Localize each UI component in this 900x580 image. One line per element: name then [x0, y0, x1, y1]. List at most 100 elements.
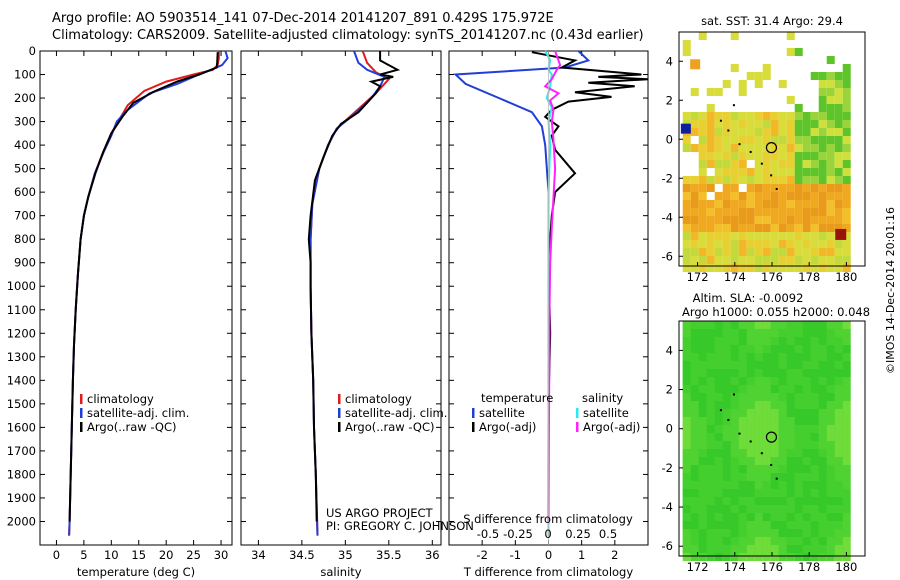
sst_map-island — [719, 119, 722, 122]
sst_map-field-cell — [834, 256, 843, 264]
sst_map-field-cell — [754, 192, 763, 200]
sst_map-field-cell — [794, 136, 803, 144]
depth-tick-label: 500 — [14, 162, 36, 176]
sla_map-field-cell — [754, 537, 763, 545]
sst_map-field-cell — [842, 232, 851, 240]
temperature-panel — [39, 50, 233, 546]
sla_map-field-cell — [714, 465, 723, 473]
sst_map-field-cell — [762, 152, 771, 160]
sla_map-field-cell — [682, 449, 691, 457]
sla_map-field-cell — [802, 329, 811, 337]
sst_map-field-cell — [826, 56, 835, 64]
sst_map-field-cell — [826, 232, 835, 240]
sla_map-field-cell — [714, 337, 723, 345]
sla_map-field-cell — [682, 377, 691, 385]
sst_map-field-cell — [706, 144, 715, 152]
sla_map-field-cell — [722, 497, 731, 505]
sst_map-field-cell — [762, 264, 771, 272]
sla_map-field-cell — [810, 529, 819, 537]
sla_map-field-cell — [690, 481, 699, 489]
sla_map-field-cell — [778, 353, 787, 361]
sst_map-field-cell — [722, 176, 731, 184]
sst_map-field-cell — [842, 176, 851, 184]
sst_map-field-cell — [682, 208, 691, 216]
sst_map-field-cell — [842, 120, 851, 128]
sla_map-field-cell — [770, 489, 779, 497]
sla_map-field-cell — [698, 513, 707, 521]
sst_map-field-cell — [762, 248, 771, 256]
sla_map-field-cell — [730, 433, 739, 441]
sst_map-field-cell — [762, 176, 771, 184]
sst_map-field-cell — [722, 160, 731, 168]
sst_map-field-cell — [698, 224, 707, 232]
sst_map-field-cell — [730, 184, 739, 192]
sla_map-field-cell — [714, 449, 723, 457]
sla_map-field-cell — [722, 401, 731, 409]
sst_map-field-cell — [706, 104, 715, 112]
sst_map-field-cell — [786, 224, 795, 232]
sst_map-field-cell — [778, 192, 787, 200]
sst_map-field-cell — [746, 216, 755, 224]
sla_map-field-cell — [810, 369, 819, 377]
sla_map-field-cell — [706, 473, 715, 481]
sla_map-field-cell — [698, 385, 707, 393]
sla_map-island — [775, 477, 778, 480]
sst_map-field-cell — [698, 200, 707, 208]
difference-s-tick-label: -0.25 — [503, 527, 533, 541]
sst_map-field-cell — [818, 192, 827, 200]
sla_map-field-cell — [818, 433, 827, 441]
sst_map-field-cell — [778, 264, 787, 272]
sst_map-field-cell — [754, 152, 763, 160]
sst_map-field-cell — [834, 80, 843, 88]
sla_map-field-cell — [746, 433, 755, 441]
sst_map-field-cell — [698, 136, 707, 144]
sla_map-field-cell — [714, 433, 723, 441]
sst_map-field-cell — [810, 256, 819, 264]
sst_map-field-cell — [746, 144, 755, 152]
sst_map-field-cell — [730, 248, 739, 256]
sst_map-field-cell — [754, 240, 763, 248]
sla_map-field-cell — [786, 377, 795, 385]
sla_map-field-cell — [762, 489, 771, 497]
credit-project: US ARGO PROJECT — [326, 506, 433, 520]
sla_map-field-cell — [842, 321, 851, 329]
sst_map-field-cell — [834, 240, 843, 248]
sst_map-field-cell — [690, 128, 699, 136]
sst_map-field-cell — [778, 216, 787, 224]
sla_map-field-cell — [746, 353, 755, 361]
difference-xlabel: T difference from climatology — [463, 565, 634, 579]
sst_map-field-cell — [794, 120, 803, 128]
sla_map-field-cell — [818, 425, 827, 433]
sla_map-field-cell — [778, 369, 787, 377]
sla_map-field-cell — [730, 377, 739, 385]
sla_map-field-cell — [834, 409, 843, 417]
sst_map-field-cell — [722, 168, 731, 176]
difference-s-tick-label: 0.5 — [599, 527, 617, 541]
sst_map-field-cell — [682, 232, 691, 240]
sst_map-field-cell — [698, 128, 707, 136]
sla_map-field-cell — [842, 385, 851, 393]
sst_map-field-cell — [714, 144, 723, 152]
sla_map-field-cell — [754, 385, 763, 393]
sst_map-field-cell — [778, 240, 787, 248]
sst_map-field-cell — [762, 64, 771, 72]
sla_map-field-cell — [730, 393, 739, 401]
sla_map-field-cell — [690, 433, 699, 441]
sla_map-field-cell — [730, 321, 739, 329]
sst_map-field-cell — [714, 216, 723, 224]
sla_map-field-cell — [690, 417, 699, 425]
sst_map-field-cell — [730, 216, 739, 224]
sla_map-field-cell — [682, 465, 691, 473]
sla_map-field-cell — [802, 513, 811, 521]
sst_map-field-cell — [754, 72, 763, 80]
sla_map-field-cell — [786, 433, 795, 441]
sla_map-field-cell — [770, 545, 779, 553]
sst_map-field-cell — [802, 184, 811, 192]
sst_map-field-cell — [826, 256, 835, 264]
sst_map-field-cell — [690, 112, 699, 120]
sst_map-field-cell — [842, 224, 851, 232]
sst_map-field-cell — [778, 152, 787, 160]
sla_map-field-cell — [786, 521, 795, 529]
sst_map-field-cell — [706, 136, 715, 144]
sla_map-field-cell — [682, 361, 691, 369]
